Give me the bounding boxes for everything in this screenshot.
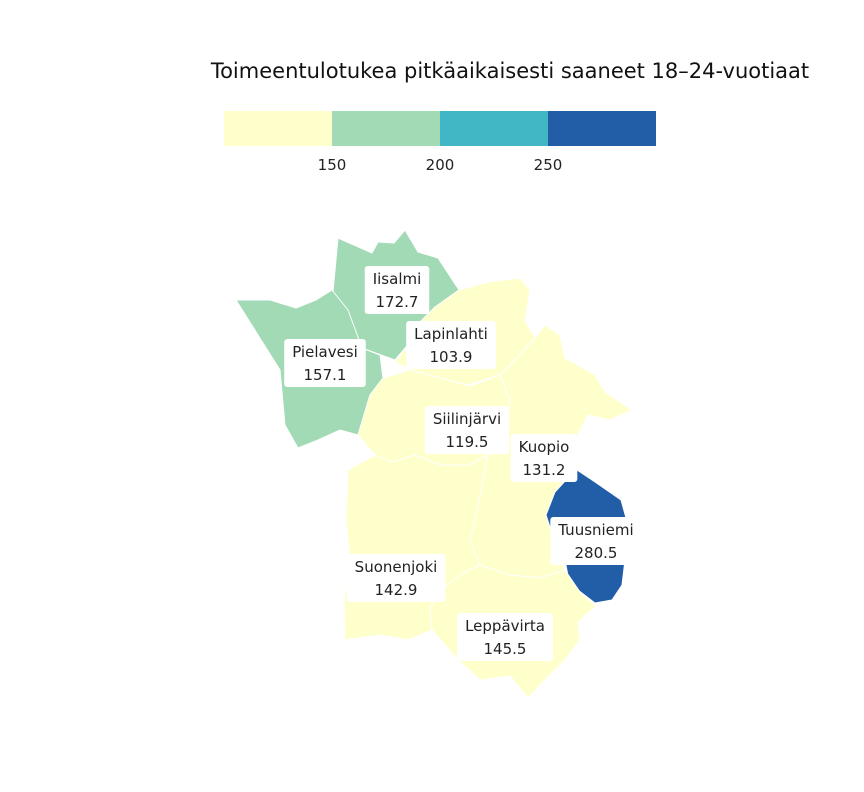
label-box — [346, 554, 446, 602]
region-labels: Iisalmi 172.7 Pielavesi 157.1 Lapinlahti 103.… — [284, 266, 642, 661]
region-label-lapinlahti: Lapinlahti 103.9 — [406, 321, 496, 369]
region-label-kuopio: Kuopio 131.2 — [510, 434, 578, 482]
region-value-label: 142.9 — [375, 581, 418, 599]
region-name-label: Lapinlahti — [414, 325, 488, 343]
label-box — [406, 321, 496, 369]
region-value-label: 119.5 — [446, 433, 489, 451]
region-name-label: Iisalmi — [373, 270, 422, 288]
label-box — [550, 517, 642, 565]
region-value-label: 172.7 — [376, 293, 419, 311]
legend-tick-150: 150 — [318, 156, 347, 174]
region-label-leppavirta: Leppävirta 145.5 — [457, 613, 553, 661]
map-title: Toimeentulotukea pitkäaikaisesti saaneet… — [210, 59, 809, 83]
region-value-label: 280.5 — [575, 544, 618, 562]
legend-tick-200: 200 — [426, 156, 455, 174]
region-label-suonenjoki: Suonenjoki 142.9 — [346, 554, 446, 602]
label-box — [424, 406, 510, 454]
region-label-iisalmi: Iisalmi 172.7 — [364, 266, 430, 314]
label-box — [364, 266, 430, 314]
legend: 150 200 250 — [224, 111, 656, 174]
label-box — [510, 434, 578, 482]
legend-bin-2 — [332, 111, 440, 146]
region-name-label: Suonenjoki — [355, 558, 438, 576]
region-label-pielavesi: Pielavesi 157.1 — [284, 339, 366, 387]
region-name-label: Leppävirta — [465, 617, 545, 635]
region-label-siilinjarvi: Siilinjärvi 119.5 — [424, 406, 510, 454]
region-name-label: Pielavesi — [292, 343, 358, 361]
region-name-label: Kuopio — [519, 438, 570, 456]
legend-bin-4 — [548, 111, 656, 146]
region-value-label: 131.2 — [523, 461, 566, 479]
region-name-label: Siilinjärvi — [433, 410, 501, 428]
label-box — [457, 613, 553, 661]
legend-bin-3 — [440, 111, 548, 146]
region-label-tuusniemi: Tuusniemi 280.5 — [550, 517, 642, 565]
legend-bin-1 — [224, 111, 332, 146]
region-value-label: 103.9 — [430, 348, 473, 366]
label-box — [284, 339, 366, 387]
legend-tick-250: 250 — [534, 156, 563, 174]
region-value-label: 145.5 — [484, 640, 527, 658]
region-name-label: Tuusniemi — [557, 521, 633, 539]
region-value-label: 157.1 — [304, 366, 347, 384]
